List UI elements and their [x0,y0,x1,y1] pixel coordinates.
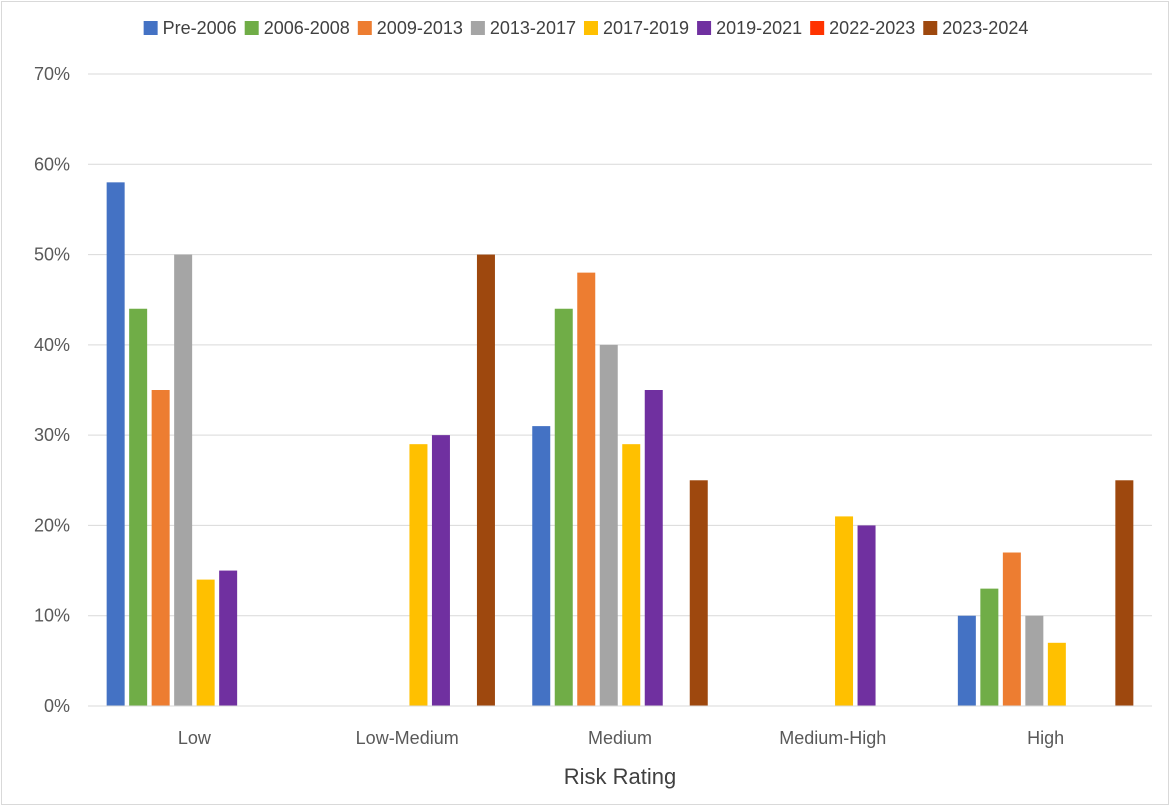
bar [554,308,573,706]
x-tick-label: Medium-High [779,728,886,748]
legend-swatch [470,21,485,35]
legend-swatch [357,21,372,35]
bar [857,525,876,706]
bar [835,516,854,706]
x-tick-label: Medium [588,728,652,748]
legend-swatch [583,21,598,35]
x-axis-tick-labels: Low Low-Medium Medium Medium-High High [178,728,1064,748]
legend-swatch [923,21,938,35]
bar [644,390,663,706]
bar [622,444,641,706]
y-tick-label: 40% [34,335,70,355]
bar [957,615,976,706]
legend-item: 2017-2019 [583,18,689,38]
bar [409,444,428,706]
legend-item: 2022-2023 [810,18,915,38]
legend-label: 2019-2021 [716,18,802,38]
legend-item: Pre-2006 [143,18,237,38]
y-tick-label: 0% [44,696,70,716]
gridlines [88,73,1152,617]
bar [599,344,618,706]
legend-label: 2022-2023 [829,18,915,38]
legend-label: Pre-2006 [163,18,237,38]
bar [577,272,596,706]
legend-item: 2009-2013 [357,18,463,38]
bar [431,435,450,706]
legend-item: 2013-2017 [470,18,576,38]
legend-swatch [244,21,259,35]
bar [219,570,238,706]
y-axis-tick-labels: 0% 10% 20% 30% 40% 50% 60% 70% [34,64,70,716]
bar [174,254,193,707]
legend-item: 2019-2021 [697,18,802,38]
bar [196,579,215,706]
x-axis-title: Risk Rating [564,764,676,789]
bar [980,588,999,706]
x-tick-label: Low [178,728,212,748]
legend-label: 2009-2013 [377,18,463,38]
bar [129,308,148,706]
y-tick-label: 10% [34,606,70,626]
bar [476,254,495,707]
legend-label: 2017-2019 [603,18,689,38]
y-tick-label: 20% [34,515,70,535]
bars [106,182,1134,707]
legend-swatch [810,21,825,35]
bar [532,426,551,706]
legend-label: 2023-2024 [942,18,1028,38]
bar [689,480,708,706]
bar [1115,480,1134,706]
bar [1002,552,1021,706]
y-tick-label: 70% [34,64,70,84]
x-tick-label: Low-Medium [356,728,459,748]
legend-swatch [697,21,712,35]
legend-label: 2006-2008 [264,18,350,38]
legend-swatch [143,21,158,35]
bar [1025,615,1044,706]
legend-item: 2006-2008 [244,18,350,38]
bar [151,390,170,706]
bar [1047,642,1066,706]
legend-item: 2023-2024 [923,18,1028,38]
legend-label: 2013-2017 [490,18,576,38]
bar [106,182,125,707]
legend: Pre-2006 2006-2008 2009-2013 2013-2017 2017-… [143,18,1028,38]
y-tick-label: 60% [34,154,70,174]
y-tick-label: 50% [34,245,70,265]
y-tick-label: 30% [34,425,70,445]
x-tick-label: High [1027,728,1064,748]
